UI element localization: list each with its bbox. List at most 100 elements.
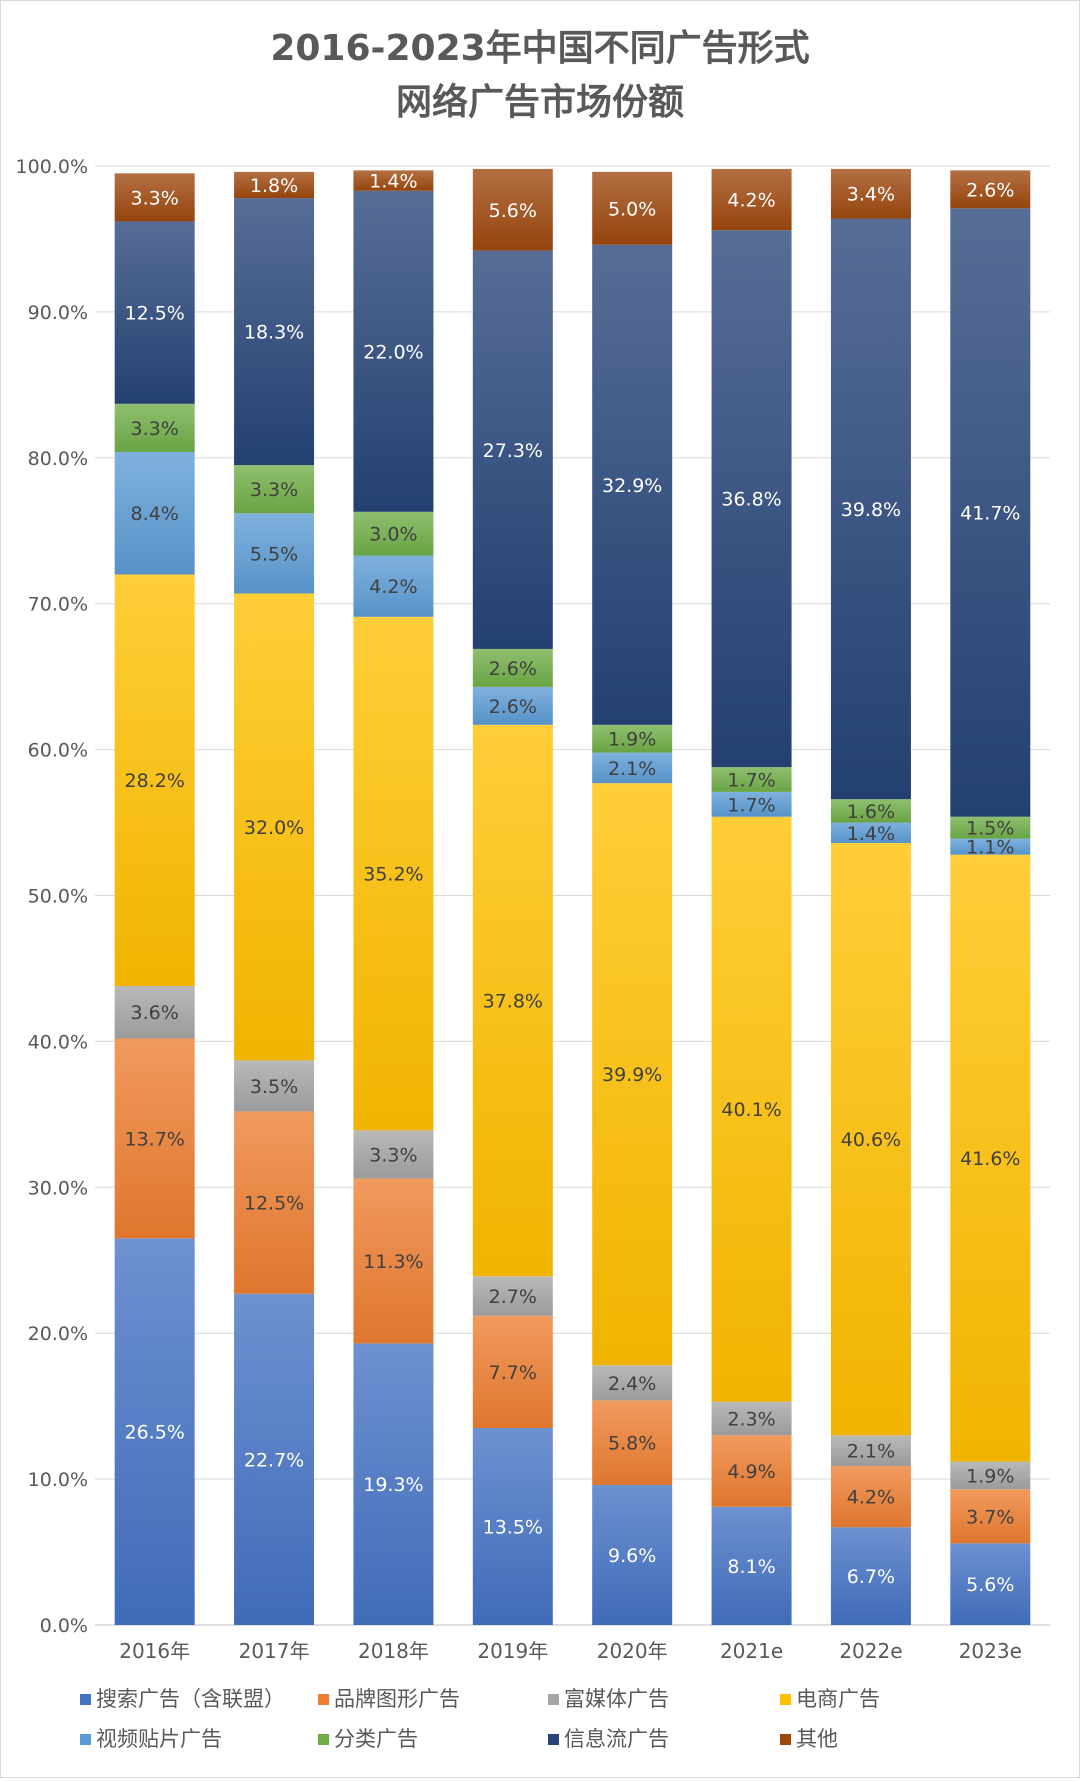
data-label: 3.5% [250,1076,298,1098]
bar-segment [711,1401,792,1436]
bar-segment [592,1484,673,1625]
y-tick-label: 40.0% [28,1031,88,1053]
bar-segment [114,574,195,986]
bar-segment [711,1435,792,1507]
bar-segment [234,171,315,199]
bar-segment [234,513,315,594]
data-label: 2.7% [489,1286,537,1308]
data-label: 1.6% [847,801,895,823]
y-tick-label: 0.0% [40,1615,88,1637]
data-label: 3.3% [131,418,179,440]
bar-segment [353,1343,434,1625]
bar-segment [950,854,1031,1462]
bar-segment [592,752,673,784]
data-label: 1.7% [727,770,775,792]
data-label: 3.6% [131,1002,179,1024]
legend-swatch [548,1694,559,1705]
data-label: 3.3% [369,1144,417,1166]
x-tick-label: 2021e [720,1639,783,1663]
x-tick-label: 2017年 [239,1639,310,1663]
legend-swatch [318,1694,329,1705]
x-tick-label: 2022e [839,1639,902,1663]
data-label: 39.9% [602,1064,662,1086]
bar-segment [472,1315,553,1429]
data-label: 7.7% [489,1362,537,1384]
data-label: 13.7% [125,1128,185,1150]
y-tick-label: 30.0% [28,1177,88,1199]
legend-item: 电商广告 [780,1687,880,1711]
legend-swatch [318,1734,329,1745]
bar-segment [950,208,1031,817]
bar-segment [592,724,673,753]
bar-segment [114,1038,195,1239]
bar-segment [472,1428,553,1625]
bar-segment [711,168,792,231]
data-label: 1.9% [966,1465,1014,1487]
bar-segment [830,842,911,1436]
data-label: 5.0% [608,198,656,220]
data-label: 32.0% [244,817,304,839]
data-label: 2.6% [489,696,537,718]
legend-swatch [780,1694,791,1705]
bar-segment [950,816,1031,839]
bar-segment [592,244,673,725]
y-tick-label: 90.0% [28,302,88,324]
data-label: 3.3% [131,187,179,209]
bar-segment [472,168,553,251]
data-label: 11.3% [363,1251,423,1273]
legend-swatch [780,1734,791,1745]
bar-segment [114,1238,195,1625]
data-label: 8.1% [727,1556,775,1578]
legend-item: 视频贴片广告 [80,1727,222,1751]
bar-segment [353,1178,434,1344]
legend-label: 视频贴片广告 [96,1727,222,1751]
data-label: 2.1% [847,1441,895,1463]
data-label: 8.4% [131,503,179,525]
y-tick-label: 100.0% [16,156,88,178]
bar-segment [353,511,434,556]
data-label: 2.6% [489,658,537,680]
data-label: 26.5% [125,1422,185,1444]
data-label: 1.5% [966,818,1014,840]
data-label: 5.8% [608,1433,656,1455]
bar-segment [711,1506,792,1625]
legend-swatch [80,1734,91,1745]
bar-segment [234,1293,315,1625]
data-label: 4.2% [727,190,775,212]
data-label: 28.2% [125,770,185,792]
data-label: 12.5% [125,303,185,325]
bar-segment [830,822,911,843]
data-label: 1.4% [847,823,895,845]
bar-segment [950,170,1031,209]
bar-segment [592,783,673,1366]
data-label: 4.9% [727,1461,775,1483]
chart-title-line-1: 2016-2023年中国不同广告形式 [270,28,809,69]
bar-segment [472,686,553,725]
data-label: 12.5% [244,1193,304,1215]
y-axis-ticks: 0.0% 10.0% 20.0% 30.0% 40.0% 50.0% 60.0% 70.0% 8… [16,156,88,1637]
data-label: 5.5% [250,543,298,565]
data-label: 1.8% [250,175,298,197]
bar-segment [711,767,792,792]
data-label: 1.7% [727,794,775,816]
bar-segment [830,799,911,823]
data-labels: 26.5% 13.7% 3.6% 28.2% 8.4% 3.3% 12.5% 3.3% 22.7… [125,171,1021,1597]
bar-segment [234,198,315,466]
bar-segment [353,555,434,617]
legend-label: 品牌图形广告 [334,1687,460,1711]
bar-segment [592,1365,673,1401]
data-label: 5.6% [966,1574,1014,1596]
data-label: 22.0% [363,341,423,363]
data-label: 22.7% [244,1449,304,1471]
x-tick-label: 2020年 [597,1639,668,1663]
bar-segment [472,1276,553,1316]
legend-item: 分类广告 [318,1727,418,1751]
legend-label: 搜索广告（含联盟） [96,1687,285,1711]
bar-segment [592,171,673,245]
bar-segment [472,724,553,1277]
x-tick-label: 2016年 [119,1639,190,1663]
data-label: 2.1% [608,758,656,780]
